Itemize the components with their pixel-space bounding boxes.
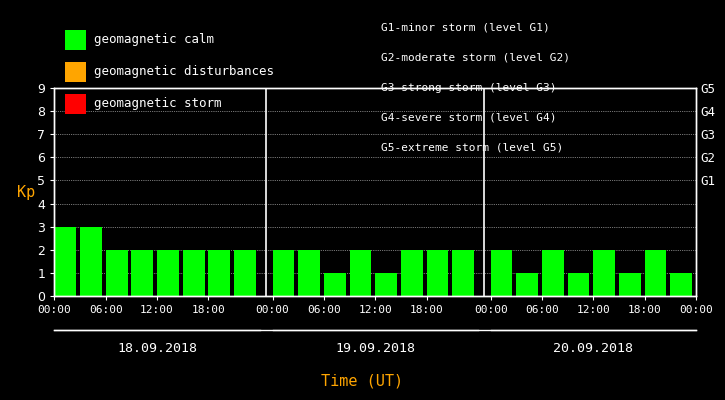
Text: 20.09.2018: 20.09.2018: [553, 342, 634, 354]
Text: geomagnetic disturbances: geomagnetic disturbances: [94, 66, 274, 78]
Bar: [131, 250, 153, 296]
Bar: [298, 250, 320, 296]
Bar: [645, 250, 666, 296]
Text: Time (UT): Time (UT): [321, 373, 404, 388]
Bar: [593, 250, 615, 296]
Text: G1-minor storm (level G1): G1-minor storm (level G1): [381, 23, 550, 33]
Bar: [273, 250, 294, 296]
Bar: [106, 250, 128, 296]
Bar: [568, 273, 589, 296]
Bar: [375, 273, 397, 296]
Bar: [234, 250, 256, 296]
Bar: [426, 250, 448, 296]
Bar: [516, 273, 538, 296]
Bar: [208, 250, 230, 296]
Bar: [183, 250, 204, 296]
Bar: [157, 250, 179, 296]
Text: G4-severe storm (level G4): G4-severe storm (level G4): [381, 113, 556, 123]
Text: G3-strong storm (level G3): G3-strong storm (level G3): [381, 83, 556, 93]
Bar: [401, 250, 423, 296]
Bar: [349, 250, 371, 296]
Text: G2-moderate storm (level G2): G2-moderate storm (level G2): [381, 53, 570, 63]
Y-axis label: Kp: Kp: [17, 184, 36, 200]
Text: 18.09.2018: 18.09.2018: [117, 342, 197, 354]
Bar: [542, 250, 564, 296]
Text: G5-extreme storm (level G5): G5-extreme storm (level G5): [381, 143, 563, 153]
Bar: [80, 227, 102, 296]
Bar: [54, 227, 76, 296]
Text: geomagnetic calm: geomagnetic calm: [94, 34, 215, 46]
Bar: [619, 273, 641, 296]
Bar: [452, 250, 474, 296]
Bar: [491, 250, 513, 296]
Text: 19.09.2018: 19.09.2018: [335, 342, 415, 354]
Bar: [671, 273, 692, 296]
Bar: [324, 273, 346, 296]
Text: geomagnetic storm: geomagnetic storm: [94, 98, 222, 110]
